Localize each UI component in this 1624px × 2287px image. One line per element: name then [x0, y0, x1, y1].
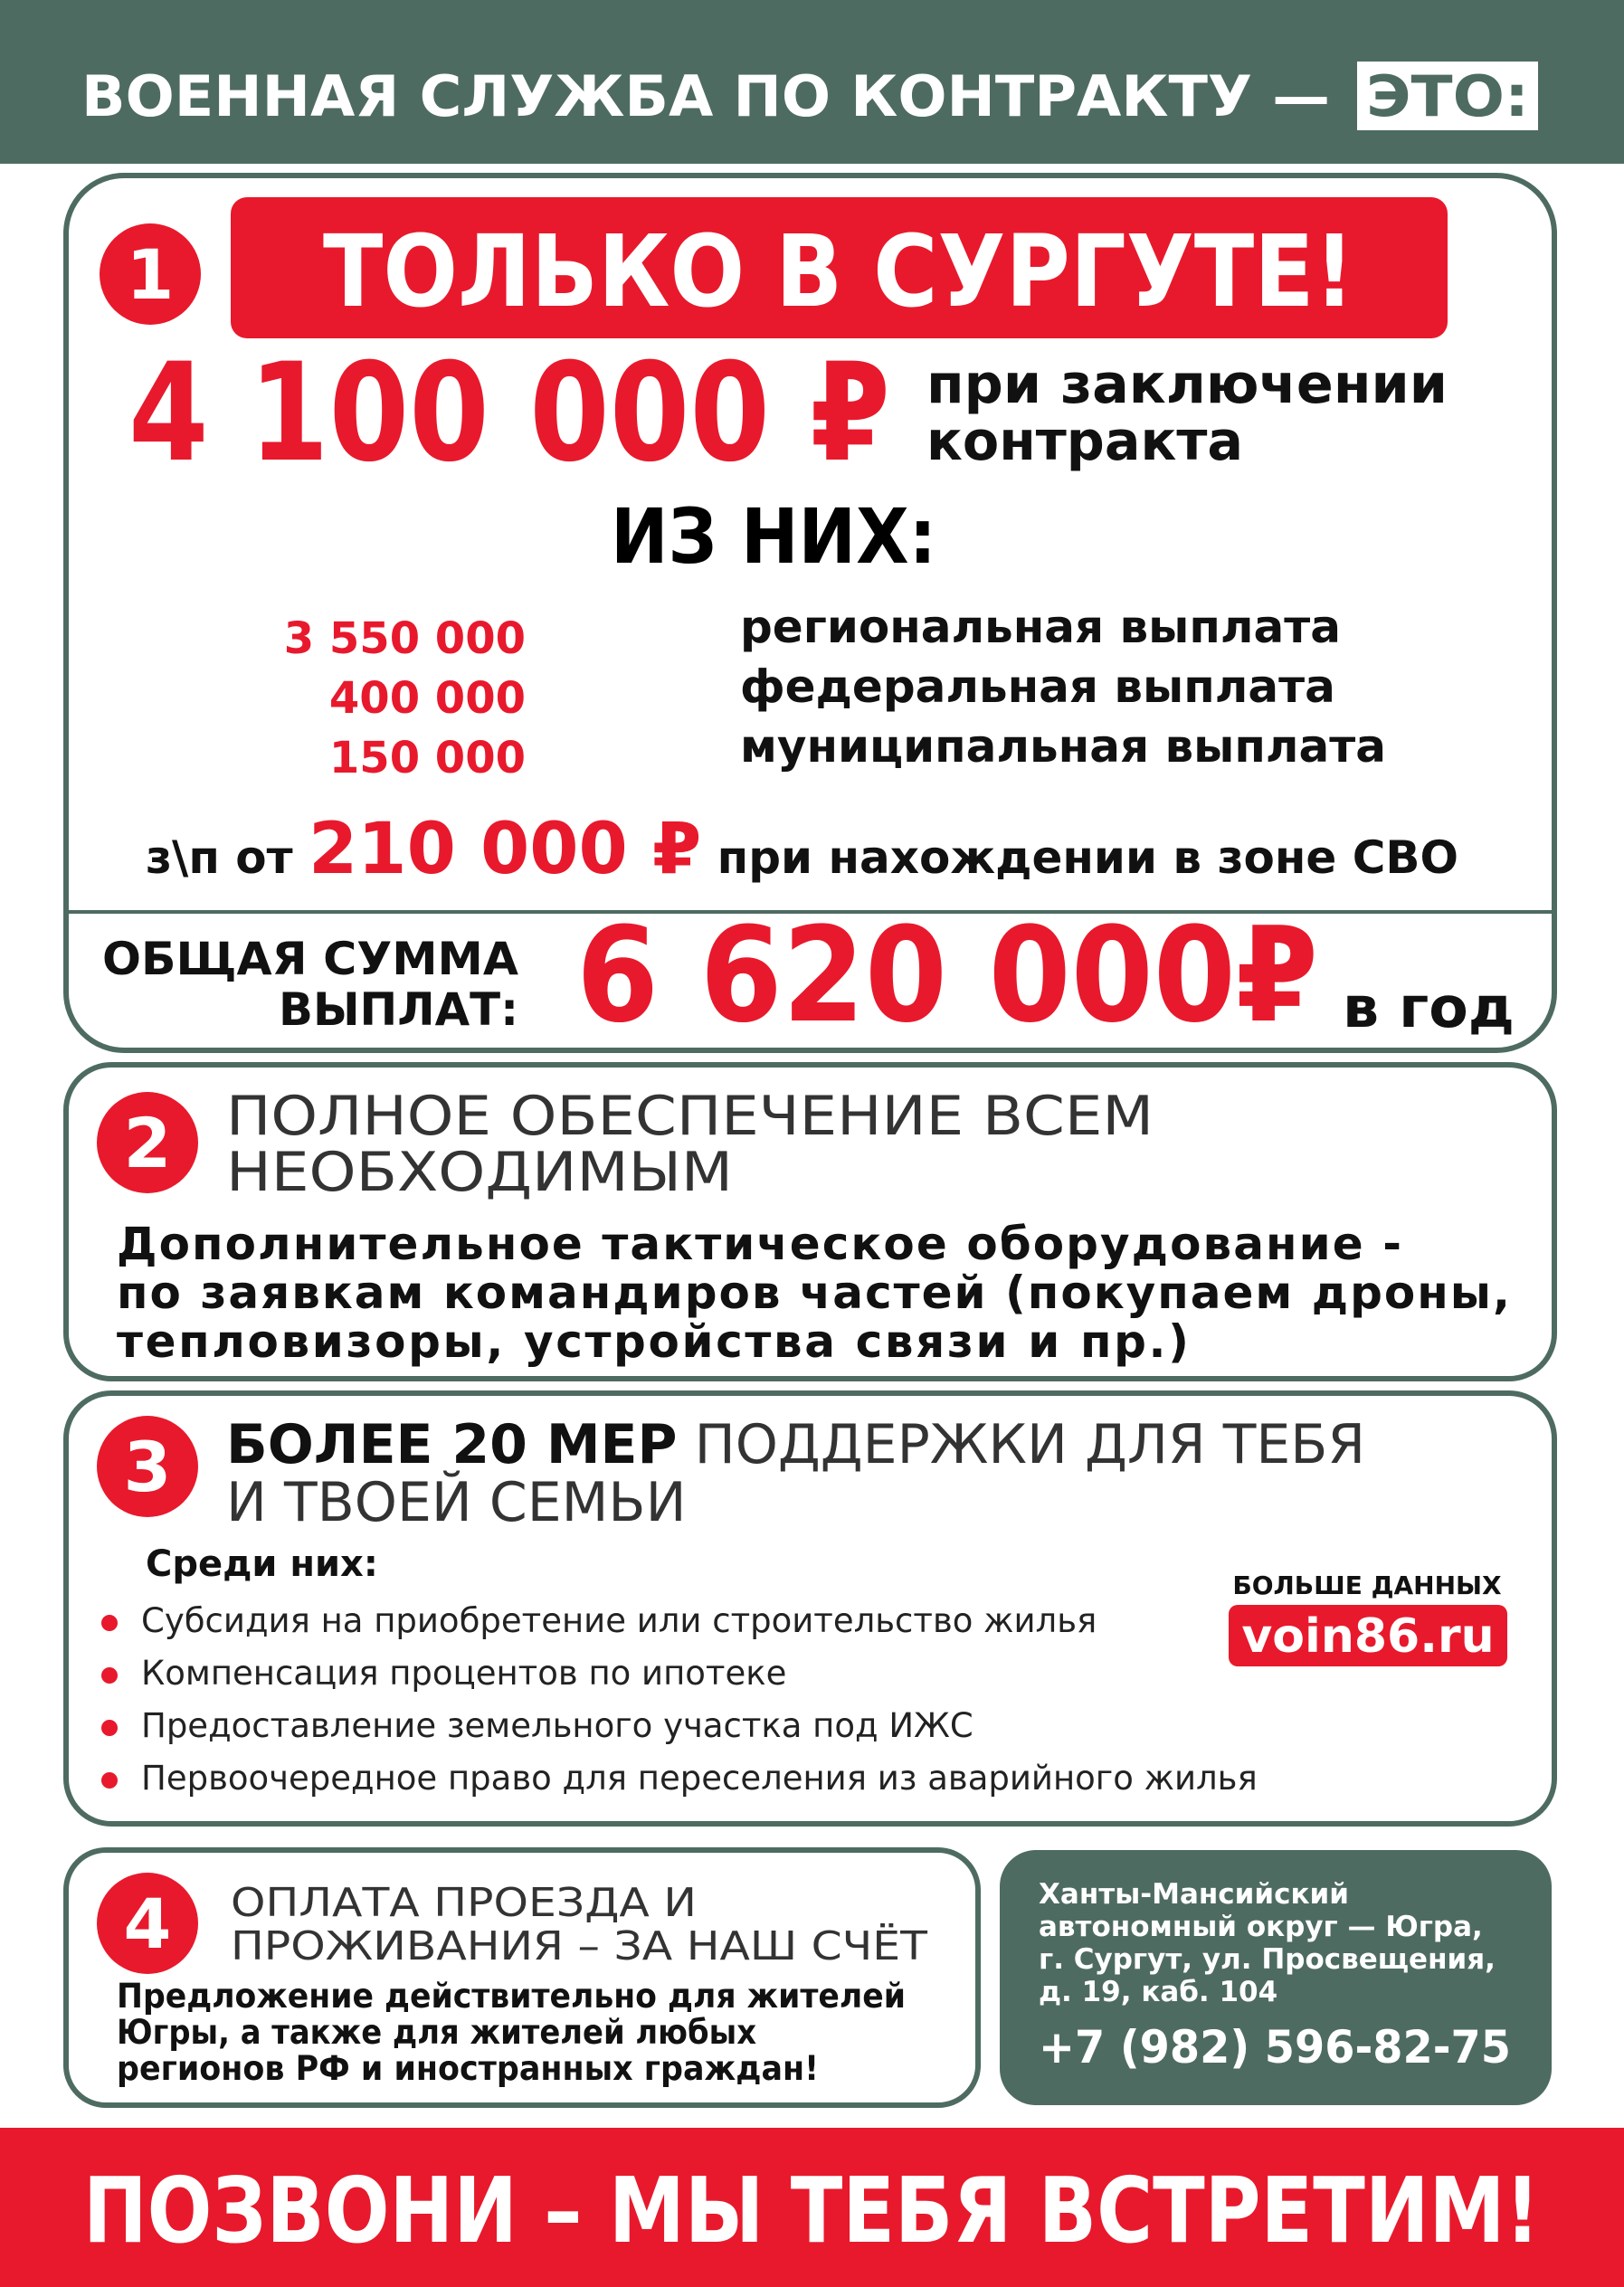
address-line: Ханты-Мансийский: [1039, 1878, 1349, 1911]
amount-caption: при заключении: [926, 353, 1448, 416]
footer-slogan: ПОЗВОНИ – МЫ ТЕБЯ ВСТРЕТИМ!: [83, 2158, 1540, 2263]
heading-rest: ПОДДЕРЖКИ ДЛЯ ТЕБЯ: [678, 1413, 1366, 1476]
bullet: [101, 1667, 118, 1684]
breakdown-amount: 400 000: [329, 673, 526, 724]
number-circle: [97, 1873, 198, 1974]
banner-text: ТОЛЬКО В СУРГУТЕ!: [323, 214, 1354, 329]
total-label: ВЫПЛАТ:: [279, 983, 518, 1036]
header-band: [0, 0, 1624, 164]
section-number: 2: [124, 1103, 172, 1183]
section-box: [63, 1062, 1557, 1381]
breakdown-amount: 3 550 000: [284, 613, 526, 664]
number-circle: [100, 223, 201, 325]
total-period: в год: [1343, 974, 1515, 1040]
section-body: Югры, а также для жителей любых: [117, 2013, 756, 2052]
section-box: [63, 1390, 1557, 1827]
support-item: Субсидия на приобретение или строительст…: [141, 1601, 1097, 1640]
section-body: по заявкам командиров частей (покупаем д…: [117, 1267, 1510, 1319]
total-label: ОБЩАЯ СУММА: [102, 933, 518, 985]
total-amount: 6 620 000₽: [576, 899, 1318, 1052]
more-label: БОЛЬШЕ ДАННЫХ: [1232, 1571, 1502, 1600]
website[interactable]: voin86.ru: [1241, 1609, 1494, 1664]
section-body: тепловизоры, устройства связи и пр.): [117, 1315, 1189, 1368]
section-heading: БОЛЕЕ 20 МЕР ПОДДЕРЖКИ ДЛЯ ТЕБЯ: [226, 1413, 1365, 1476]
section-body: Дополнительное тактическое оборудование …: [117, 1218, 1401, 1270]
salary-line: з\п от 210 000 ₽ при нахождении в зоне С…: [146, 809, 1458, 890]
breakdown-label: региональная выплата: [740, 601, 1341, 653]
section-heading: ОПЛАТА ПРОЕЗДА И: [231, 1880, 697, 1926]
header-title: ВОЕННАЯ СЛУЖБА ПО КОНТРАКТУ —: [81, 63, 1330, 129]
header-highlight-box: [1357, 62, 1538, 130]
list-title: Среди них:: [146, 1543, 378, 1585]
breakdown-label: муниципальная выплата: [740, 720, 1386, 773]
banner: [231, 197, 1448, 338]
section-box: [63, 1847, 981, 2108]
salary-prefix: з\п от: [146, 831, 293, 884]
bullet: [101, 1720, 118, 1736]
section-body: регионов РФ и иностранных граждан!: [117, 2049, 819, 2088]
footer-band: [0, 2128, 1624, 2287]
section-heading: И ТВОЕЙ СЕМЬИ: [226, 1469, 686, 1534]
breakdown-label: федеральная выплата: [740, 660, 1335, 713]
section-number: 4: [124, 1884, 172, 1964]
section-heading: ПРОЖИВАНИЯ – ЗА НАШ СЧЁТ: [231, 1922, 927, 1969]
address-line: автономный округ — Югра,: [1039, 1911, 1483, 1943]
contact-box: [1000, 1850, 1552, 2105]
section-box: [63, 173, 1557, 1053]
address-line: г. Сургут, ул. Просвещения,: [1039, 1943, 1496, 1976]
bullet: [101, 1615, 118, 1631]
section-number: 1: [127, 234, 175, 315]
salary-amount: 210 000 ₽: [309, 809, 701, 890]
support-item: Предоставление земельного участка под ИЖ…: [141, 1706, 973, 1745]
support-list: Субсидия на приобретение или строительст…: [101, 1601, 1258, 1798]
website-box[interactable]: [1229, 1605, 1507, 1666]
address-line: д. 19, каб. 104: [1039, 1976, 1277, 2008]
breakdown-amount: 150 000: [329, 733, 526, 783]
header-highlight: ЭТО:: [1366, 63, 1529, 129]
section-number: 3: [124, 1427, 172, 1507]
number-circle: [97, 1416, 198, 1517]
main-amount: 4 100 000 ₽: [128, 335, 890, 492]
phone[interactable]: +7 (982) 596-82-75: [1039, 2021, 1511, 2073]
number-circle: [97, 1092, 198, 1193]
section-heading: НЕОБХОДИМЫМ: [226, 1141, 733, 1204]
support-item: Первоочередное право для переселения из …: [141, 1759, 1258, 1798]
support-item: Компенсация процентов по ипотеке: [141, 1654, 786, 1693]
breakdown: 3 550 000 региональная выплата 400 000 феде…: [284, 601, 1386, 783]
section-body: Предложение действительно для жителей: [117, 1977, 906, 2016]
salary-suffix: при нахождении в зоне СВО: [717, 831, 1458, 884]
heading-bold: БОЛЕЕ 20 МЕР: [226, 1413, 678, 1476]
section-heading: ПОЛНОЕ ОБЕСПЕЧЕНИЕ ВСЕМ: [226, 1085, 1154, 1148]
breakdown-title: ИЗ НИХ:: [611, 492, 936, 581]
amount-caption: контракта: [926, 410, 1243, 473]
bullet: [101, 1772, 118, 1789]
